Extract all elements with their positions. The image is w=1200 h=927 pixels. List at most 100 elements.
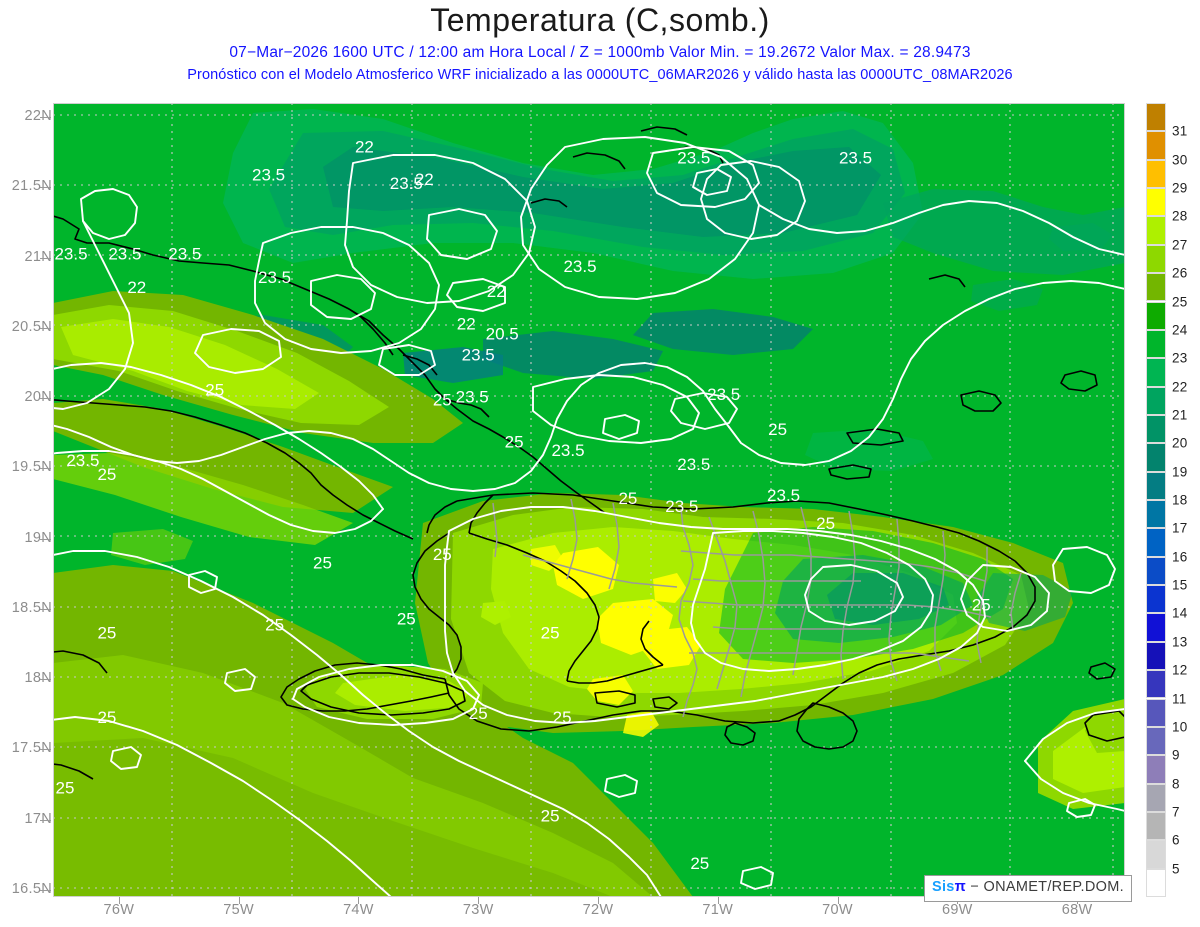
agency-watermark: Sisπ − ONAMET/REP.DOM. xyxy=(924,875,1132,902)
colorbar-swatch[interactable] xyxy=(1146,500,1166,529)
latitude-tick-mark xyxy=(40,187,51,189)
latitude-tick-mark xyxy=(40,468,51,470)
colorbar-swatch[interactable] xyxy=(1146,358,1166,387)
contour-label: 25 xyxy=(816,514,835,533)
colorbar-swatch[interactable] xyxy=(1146,471,1166,500)
contour-label: 23.5 xyxy=(677,149,710,168)
colorbar-swatch[interactable] xyxy=(1146,811,1166,841)
colorbar-tick-label: 30 xyxy=(1172,152,1188,168)
latitude-tick-mark xyxy=(40,749,51,751)
latitude-tick-label: 17.5N xyxy=(11,740,52,757)
colorbar-swatch[interactable] xyxy=(1146,556,1166,586)
contour-label: 20.5 xyxy=(486,324,519,343)
contour-label: 25 xyxy=(97,465,116,484)
latitude-tick-mark xyxy=(40,117,51,119)
latitude-tick-mark xyxy=(40,889,51,891)
province-boundaries xyxy=(492,498,1022,718)
longitude-tick-mark xyxy=(118,897,120,904)
contour-label: 25 xyxy=(972,596,991,615)
latitude-tick-mark xyxy=(40,398,51,400)
latitude-tick-label: 20N xyxy=(24,389,52,406)
contour-label: 23.5 xyxy=(456,388,489,407)
colorbar-tick-label: 22 xyxy=(1172,379,1188,395)
colorbar-swatch[interactable] xyxy=(1146,188,1166,217)
latitude-axis: 22N 21.5N 21N 20.5N 20N 19.5N 19N 18.5N 18N 17.5N… xyxy=(0,0,53,927)
colorbar-swatch[interactable] xyxy=(1146,329,1166,359)
contour-label: 23.5 xyxy=(168,244,201,263)
colorbar-swatch[interactable] xyxy=(1146,528,1166,557)
colorbar-swatch[interactable] xyxy=(1146,159,1166,189)
contour-label: 25 xyxy=(768,420,787,439)
contour-label: 23.5 xyxy=(563,257,596,276)
latitude-tick-mark xyxy=(40,538,51,540)
colorbar-swatch[interactable] xyxy=(1146,131,1166,160)
colorbar-swatch[interactable] xyxy=(1146,726,1166,756)
latitude-tick-label: 19.5N xyxy=(11,459,52,476)
colorbar-swatch[interactable] xyxy=(1146,443,1166,472)
contour-label: 25 xyxy=(56,778,75,797)
contour-label: 23.5 xyxy=(66,451,99,470)
colorbar-swatch[interactable] xyxy=(1146,755,1166,784)
contour-label: 25 xyxy=(397,610,416,629)
latitude-tick-label: 19N xyxy=(24,529,52,546)
longitude-tick-mark xyxy=(717,897,719,904)
longitude-tick-label: 70W xyxy=(822,902,853,918)
latitude-tick-label: 18.5N xyxy=(11,599,52,616)
colorbar-swatch[interactable] xyxy=(1146,868,1166,897)
longitude-tick-label: 74W xyxy=(343,902,374,918)
contour-label: 22 xyxy=(457,314,476,333)
colorbar-swatch[interactable] xyxy=(1146,386,1166,415)
colorbar-tick-label: 8 xyxy=(1172,776,1180,792)
colorbar-tick-label: 19 xyxy=(1172,464,1188,480)
colorbar-tick-label: 25 xyxy=(1172,294,1188,309)
longitude-tick-label: 68W xyxy=(1061,902,1093,918)
colorbar-tick-label: 24 xyxy=(1172,322,1188,338)
longitude-tick-mark xyxy=(478,897,480,904)
colorbar-tick-label: 9 xyxy=(1172,747,1180,763)
longitude-tick-label: 72W xyxy=(582,902,614,918)
contour-label: 23.5 xyxy=(252,166,285,185)
colorbar-swatch[interactable] xyxy=(1146,216,1166,245)
colorbar-swatch[interactable] xyxy=(1146,641,1166,671)
longitude-tick-mark xyxy=(597,897,599,904)
colorbar-swatch[interactable] xyxy=(1146,585,1166,614)
latitude-tick-label: 16.5N xyxy=(11,880,52,897)
colorbar-swatch[interactable] xyxy=(1146,613,1166,642)
colorbar-tick-label: 7 xyxy=(1172,804,1180,820)
contour-label: 25 xyxy=(205,381,224,400)
colorbar-swatch[interactable] xyxy=(1146,840,1166,869)
colorbar-tick-label: 23 xyxy=(1172,350,1188,366)
colorbar-tick-label: 6 xyxy=(1172,832,1180,848)
contour-label: 25 xyxy=(433,390,452,409)
colorbar-tick-label: 15 xyxy=(1172,577,1188,593)
latitude-tick-mark xyxy=(40,327,51,329)
contour-label: 23.5 xyxy=(707,385,740,404)
contour-label: 22 xyxy=(355,137,374,156)
contour-label: 25 xyxy=(97,624,116,643)
contour-label: 25 xyxy=(313,553,332,572)
colorbar-swatch[interactable] xyxy=(1146,244,1166,274)
colorbar-swatch[interactable] xyxy=(1146,698,1166,727)
longitude-tick-label: 76W xyxy=(103,902,135,918)
latitude-tick-label: 20.5N xyxy=(11,318,52,335)
colorbar-tick-label: 5 xyxy=(1172,861,1180,877)
longitude-tick-mark xyxy=(238,897,240,904)
colorbar-swatch[interactable] xyxy=(1146,414,1166,444)
page-title: Temperatura (C,somb.) xyxy=(430,2,770,38)
colorbar-tick-label: 14 xyxy=(1172,605,1188,621)
contour-label: 25 xyxy=(469,704,488,723)
forecast-subtitle-line2: Pronóstico con el Modelo Atmosferico WRF… xyxy=(187,67,1013,83)
map-plot-area[interactable]: 22 23.5 23.5 23.5 23.5 22 23.5 23.5 23.5 23.5 22 22… xyxy=(53,103,1125,897)
longitude-tick-label: 73W xyxy=(462,902,494,918)
longitude-tick-label: 71W xyxy=(702,902,734,918)
contour-label: 25 xyxy=(97,708,116,727)
forecast-subtitle-line1: 07−Mar−2026 1600 UTC / 12:00 am Hora Loc… xyxy=(229,44,971,61)
colorbar-swatch[interactable] xyxy=(1146,783,1166,812)
colorbar-swatch[interactable] xyxy=(1146,301,1166,330)
colorbar-swatch[interactable] xyxy=(1146,670,1166,699)
temperature-colorbar[interactable]: 31 30 29 28 27 26 25 24 23 22 21 20 19 18 17 16 15 14 13 12… xyxy=(1146,103,1187,897)
colorbar-tick-label: 29 xyxy=(1172,180,1188,196)
colorbar-swatch[interactable] xyxy=(1146,273,1166,302)
contour-label: 23.5 xyxy=(108,244,141,263)
colorbar-swatch[interactable] xyxy=(1146,103,1166,132)
